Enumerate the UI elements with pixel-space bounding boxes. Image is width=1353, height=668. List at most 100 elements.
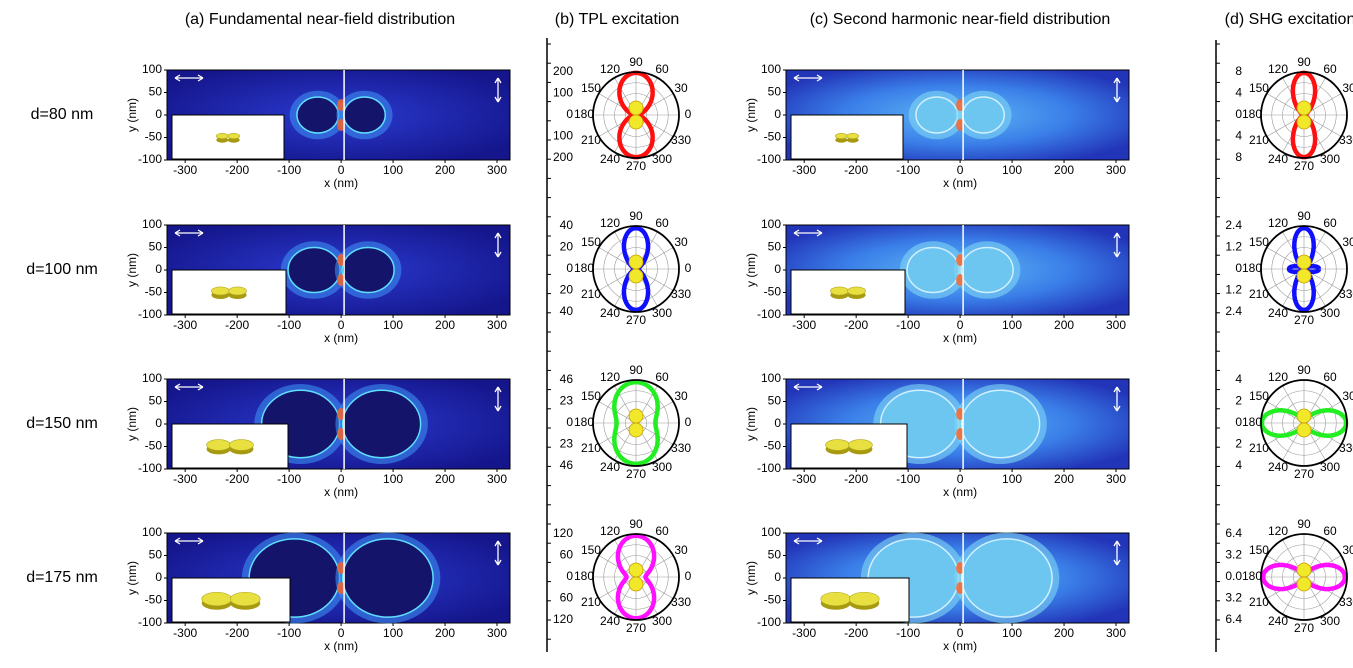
x-tick-label: -300 (792, 318, 816, 332)
y-tick-label: 100 (761, 371, 781, 385)
x-axis-label: x (nm) (943, 331, 977, 345)
inset-disk (826, 440, 850, 451)
inset-disk (228, 133, 240, 138)
x-tick-label: 200 (435, 163, 455, 177)
x-tick-label: 300 (487, 318, 507, 332)
angle-label: 60 (1323, 524, 1337, 538)
angle-label: 120 (600, 370, 620, 384)
x-tick-label: -100 (277, 318, 301, 332)
angle-label: 180 (1242, 107, 1262, 121)
radial-tick-label: 120 (553, 612, 573, 626)
row-label: d=175 nm (26, 569, 98, 586)
x-axis-label: x (nm) (324, 639, 358, 653)
angle-label: 120 (1268, 524, 1288, 538)
x-tick-label: 100 (1002, 626, 1022, 640)
x-tick-label: 300 (1106, 318, 1126, 332)
angle-label: 270 (1294, 621, 1314, 635)
x-tick-label: -200 (844, 318, 868, 332)
angle-label: 60 (1323, 370, 1337, 384)
angle-label: 60 (1323, 216, 1337, 230)
x-tick-label: 300 (1106, 163, 1126, 177)
radial-tick-label: 0 (566, 415, 573, 429)
x-tick-label: 200 (1054, 626, 1074, 640)
column-title: (b) TPL excitation (555, 11, 680, 28)
particle-icon (1297, 255, 1311, 269)
x-axis-label: x (nm) (943, 176, 977, 190)
angle-label: 180 (1242, 415, 1262, 429)
angle-label: 30 (1342, 81, 1353, 95)
y-tick-label: 100 (142, 217, 162, 231)
radial-tick-label: 8 (1235, 64, 1242, 78)
x-tick-label: 0 (338, 626, 345, 640)
particle-icon (1297, 563, 1311, 577)
row-label: d=150 nm (26, 415, 98, 432)
y-tick-label: -50 (145, 593, 163, 607)
x-tick-label: 300 (1106, 626, 1126, 640)
angle-label: 180 (1242, 569, 1262, 583)
y-axis-label: y (nm) (744, 98, 758, 132)
y-tick-label: 0 (774, 416, 781, 430)
angle-label: 90 (629, 209, 643, 223)
angle-label: 30 (1342, 543, 1353, 557)
inset-disk (230, 592, 260, 606)
angle-label: 90 (1297, 363, 1311, 377)
angle-label: 0 (685, 569, 692, 583)
angle-label: 180 (574, 107, 594, 121)
particle-region (963, 97, 1005, 133)
radial-tick-label: 200 (553, 150, 573, 164)
radial-tick-label: 3.2 (1225, 591, 1242, 605)
angle-label: 60 (655, 216, 669, 230)
radial-tick-label: 23 (560, 437, 574, 451)
angle-label: 180 (574, 261, 594, 275)
y-tick-label: -100 (138, 307, 162, 321)
particle-icon (1297, 269, 1311, 283)
angle-label: 120 (600, 62, 620, 76)
y-tick-label: 100 (761, 62, 781, 76)
angle-label: 30 (674, 389, 688, 403)
column-title: (a) Fundamental near-field distribution (185, 11, 455, 28)
y-tick-label: -100 (757, 461, 781, 475)
y-tick-label: 100 (761, 217, 781, 231)
radial-tick-label: 1.2 (1225, 283, 1242, 297)
y-tick-label: -50 (764, 130, 782, 144)
angle-label: 90 (1297, 55, 1311, 69)
radial-tick-label: 0 (566, 107, 573, 121)
x-tick-label: 0 (338, 163, 345, 177)
y-tick-label: -50 (764, 439, 782, 453)
x-tick-label: 200 (1054, 163, 1074, 177)
particle-region (962, 539, 1052, 617)
radial-tick-label: 20 (560, 240, 574, 254)
particle-region (288, 248, 340, 293)
radial-tick-label: 4 (1235, 129, 1242, 143)
y-tick-label: 50 (149, 85, 163, 99)
angle-label: 30 (674, 81, 688, 95)
inset-disk (229, 287, 247, 295)
angle-label: 90 (1297, 209, 1311, 223)
angle-label: 0 (685, 261, 692, 275)
inset-disk (848, 287, 866, 295)
x-tick-label: -100 (277, 626, 301, 640)
inset-disk (207, 440, 231, 451)
radial-tick-label: 200 (553, 64, 573, 78)
y-tick-label: 100 (761, 525, 781, 539)
y-tick-label: -50 (764, 593, 782, 607)
row-label: d=100 nm (26, 261, 98, 278)
x-tick-label: -100 (277, 163, 301, 177)
angle-label: 270 (626, 313, 646, 327)
inset-disk (848, 440, 872, 451)
y-tick-label: 0 (155, 570, 162, 584)
inset-disk (821, 592, 851, 606)
radial-tick-label: 8 (1235, 150, 1242, 164)
x-tick-label: -100 (896, 163, 920, 177)
y-tick-label: 0 (774, 262, 781, 276)
particle-region (961, 248, 1013, 293)
radial-tick-label: 46 (560, 372, 574, 386)
x-tick-label: -100 (896, 318, 920, 332)
y-tick-label: 0 (155, 107, 162, 121)
angle-label: 30 (1342, 389, 1353, 403)
column-title: (c) Second harmonic near-field distribut… (810, 11, 1111, 28)
particle-region (907, 248, 959, 293)
angle-label: 120 (1268, 216, 1288, 230)
x-axis-label: x (nm) (324, 176, 358, 190)
inset-disk (211, 287, 229, 295)
